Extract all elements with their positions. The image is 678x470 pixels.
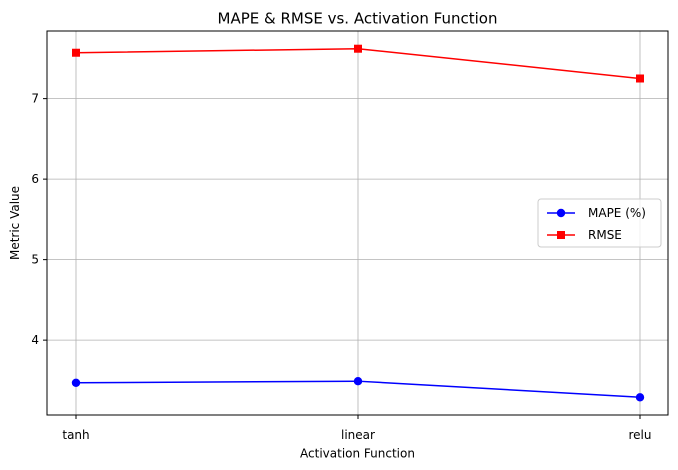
x-tick-label: linear xyxy=(341,428,375,442)
legend-items: MAPE (%) RMSE xyxy=(547,206,646,242)
mape-legend-label: MAPE (%) xyxy=(588,206,646,220)
x-tick-label: relu xyxy=(629,428,652,442)
chart-title: MAPE & RMSE vs. Activation Function xyxy=(218,10,498,28)
series-layer xyxy=(71,44,645,402)
y-axis-label: Metric Value xyxy=(8,186,22,260)
rmse-data-point xyxy=(354,44,362,53)
y-tick-label: 6 xyxy=(31,172,39,186)
y-tick-label: 7 xyxy=(31,92,39,106)
y-tick-label: 5 xyxy=(31,253,39,267)
rmse-legend-label: RMSE xyxy=(588,228,622,242)
mape-data-point xyxy=(353,376,363,386)
x-axis-label: Activation Function xyxy=(300,447,415,461)
mape-data-point xyxy=(71,378,81,387)
rmse-legend-marker xyxy=(557,231,565,239)
x-axis-ticks: tanh linear relu xyxy=(62,415,652,442)
mape-legend-marker xyxy=(556,208,566,218)
y-axis-ticks: 4 5 6 7 xyxy=(31,92,47,347)
x-tick-label: tanh xyxy=(62,428,89,442)
y-tick-label: 4 xyxy=(31,333,39,347)
legend: MAPE (%) RMSE xyxy=(537,198,662,248)
rmse-data-point xyxy=(72,48,80,57)
mape-data-point xyxy=(635,393,645,402)
rmse-data-point xyxy=(636,74,644,83)
